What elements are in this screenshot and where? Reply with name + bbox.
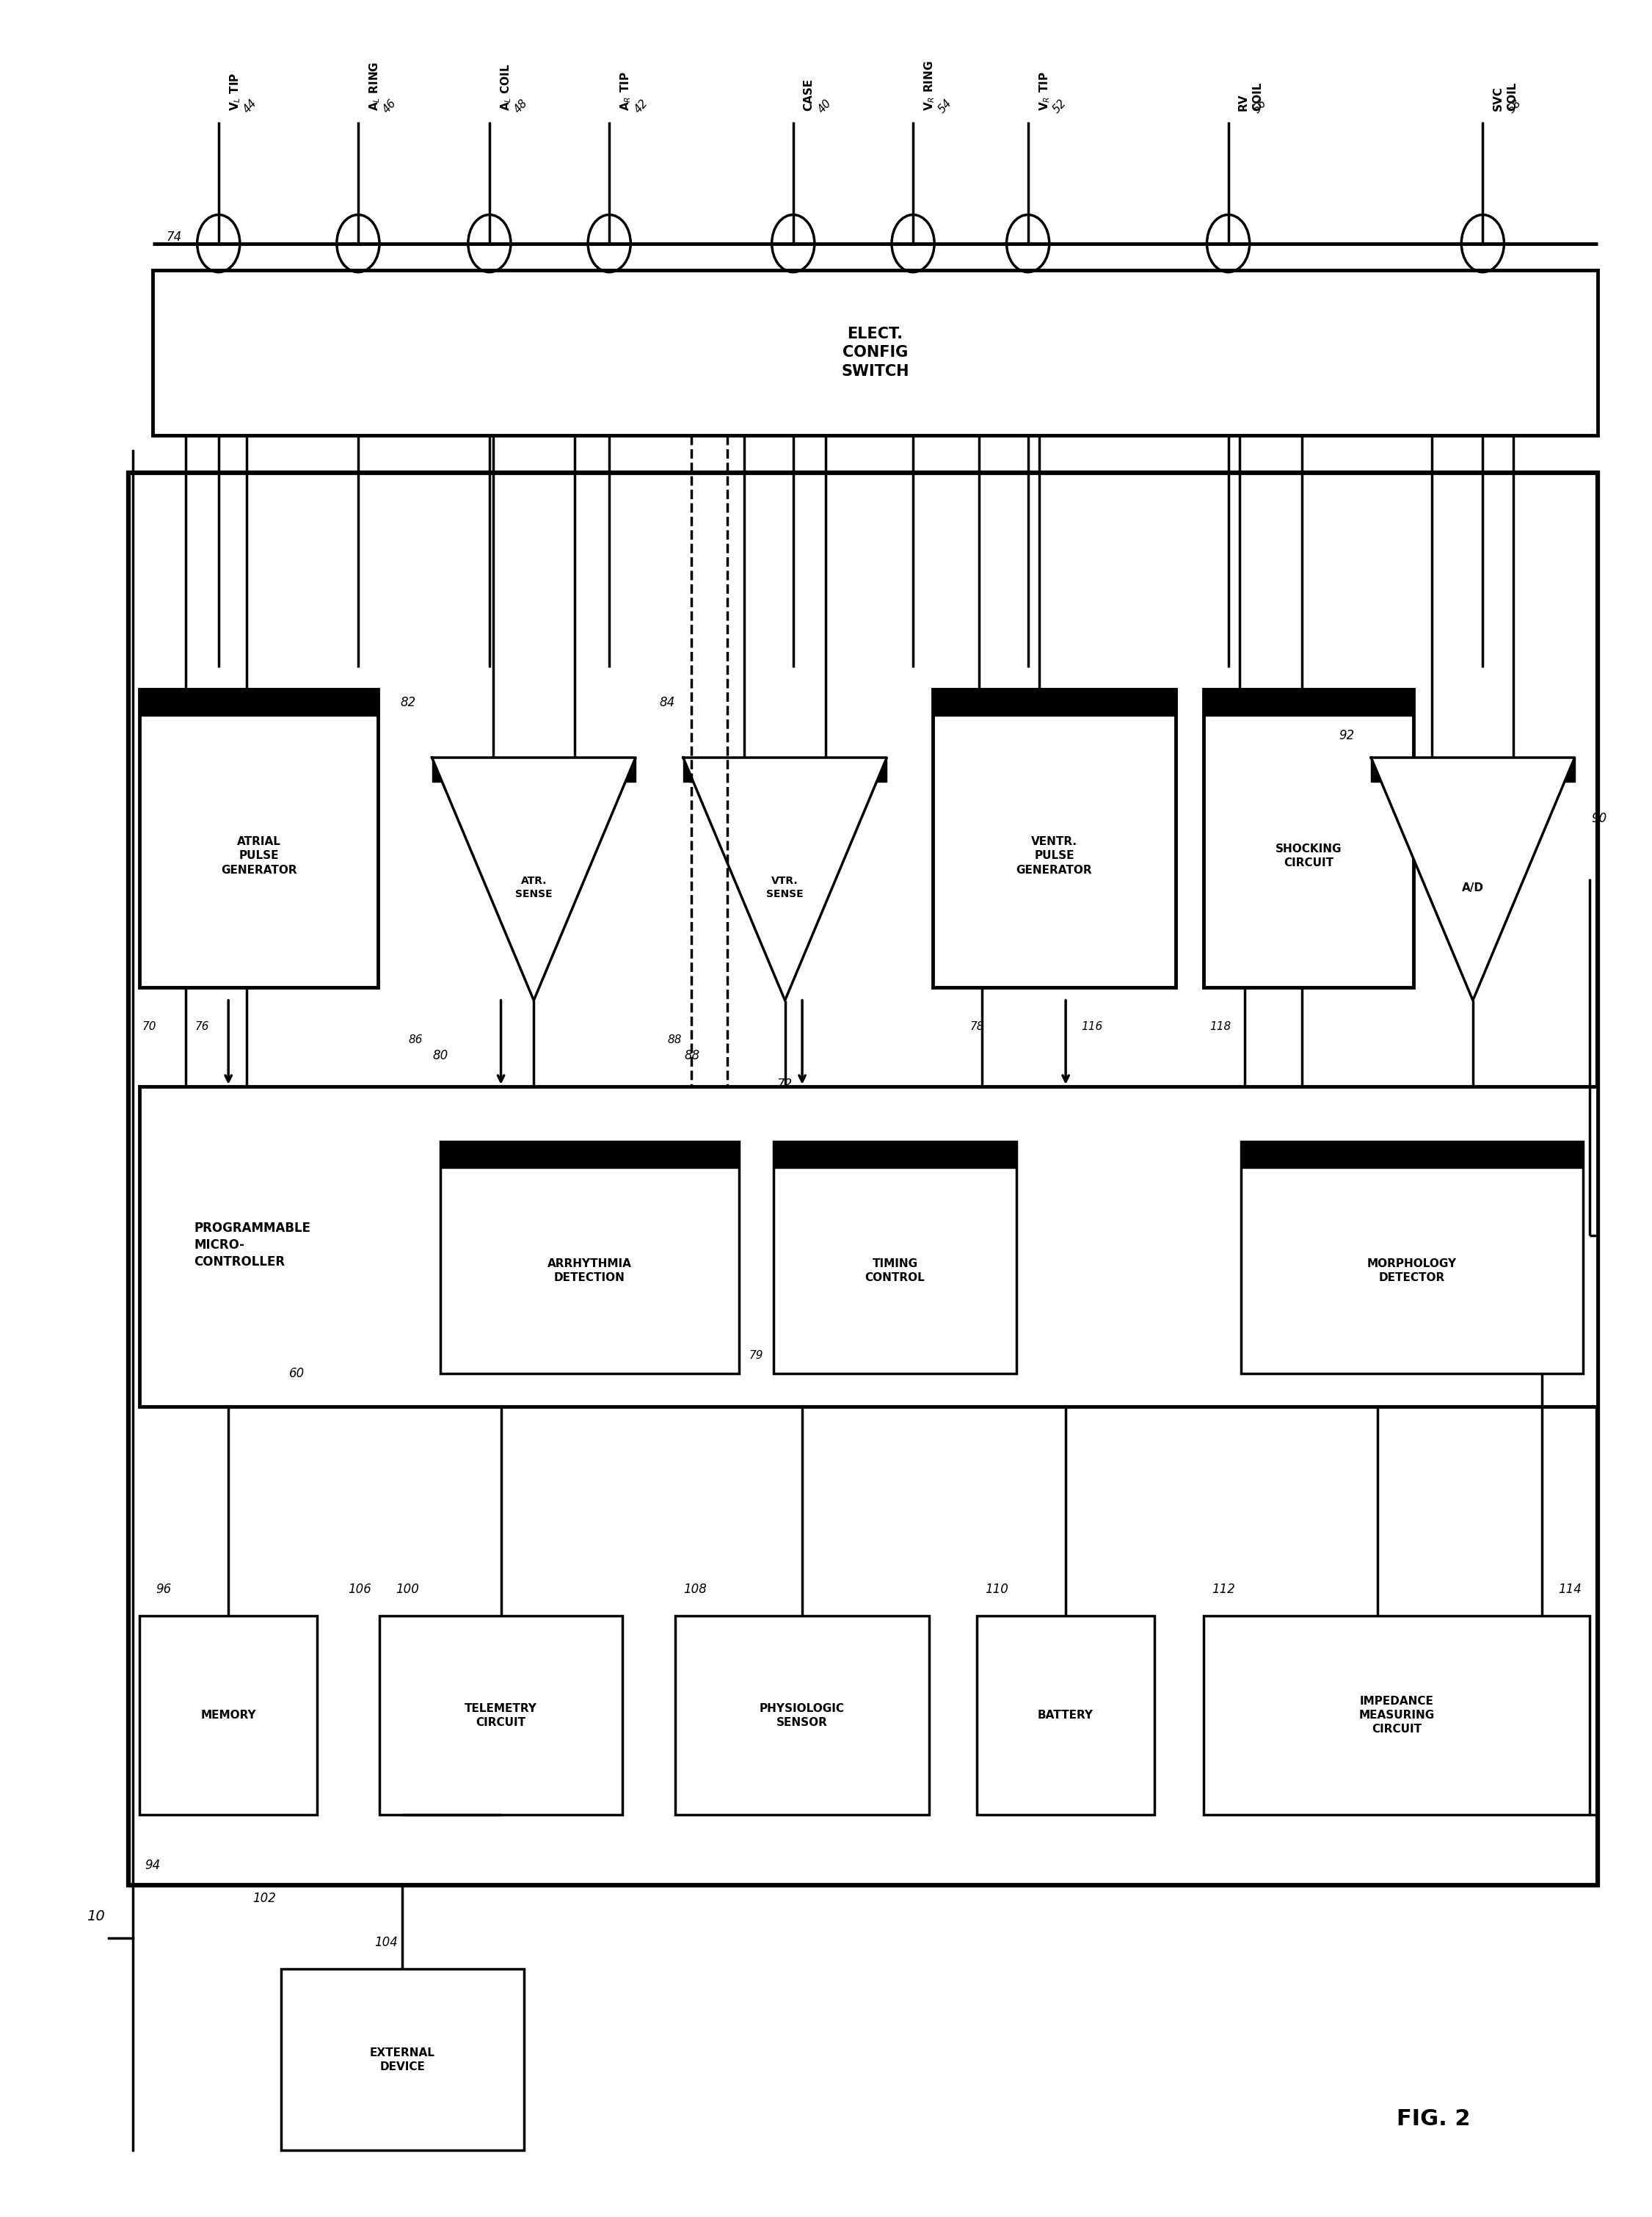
Bar	[976, 1616, 1155, 1816]
Text: BATTERY: BATTERY	[1037, 1709, 1094, 1720]
Text: 80: 80	[433, 1049, 448, 1062]
Text: 10: 10	[86, 1909, 104, 1922]
Text: 94: 94	[145, 1858, 160, 1871]
Bar	[773, 1142, 1016, 1372]
Text: A$_L$ RING: A$_L$ RING	[368, 62, 382, 111]
Text: 86: 86	[408, 1035, 423, 1046]
Text: 54: 54	[937, 98, 953, 115]
Bar	[140, 1616, 317, 1816]
Bar	[439, 1142, 738, 1372]
Text: IMPEDANCE
MEASURING
CIRCUIT: IMPEDANCE MEASURING CIRCUIT	[1358, 1696, 1434, 1736]
Text: SHOCKING
CIRCUIT: SHOCKING CIRCUIT	[1275, 842, 1341, 869]
Bar	[933, 689, 1176, 987]
Bar	[154, 270, 1597, 435]
Text: 114: 114	[1558, 1583, 1581, 1596]
Text: 74: 74	[165, 231, 182, 244]
Text: 84: 84	[659, 696, 676, 709]
Text: 46: 46	[382, 98, 398, 115]
Bar	[773, 1142, 1016, 1168]
Text: 106: 106	[349, 1583, 372, 1596]
Text: 104: 104	[375, 1935, 398, 1949]
Bar	[1204, 1616, 1589, 1816]
Text: 90: 90	[1591, 811, 1607, 825]
Text: V$_L$ TIP: V$_L$ TIP	[228, 73, 243, 111]
Text: V$_R$ TIP: V$_R$ TIP	[1037, 71, 1052, 111]
Text: 110: 110	[985, 1583, 1009, 1596]
Text: A/D: A/D	[1462, 882, 1483, 893]
Text: ELECT.
CONFIG
SWITCH: ELECT. CONFIG SWITCH	[841, 326, 909, 379]
Text: 88: 88	[684, 1049, 699, 1062]
Text: FIG. 2: FIG. 2	[1396, 2108, 1470, 2131]
Text: PROGRAMMABLE
MICRO-
CONTROLLER: PROGRAMMABLE MICRO- CONTROLLER	[193, 1222, 311, 1268]
Bar	[1204, 689, 1414, 987]
Text: SVC
COIL: SVC COIL	[1492, 82, 1518, 111]
Text: V$_R$ RING: V$_R$ RING	[923, 60, 937, 111]
Text: 102: 102	[253, 1891, 276, 1904]
Polygon shape	[431, 758, 636, 1000]
Text: 44: 44	[241, 98, 259, 115]
Bar	[140, 1086, 1597, 1406]
Bar	[140, 689, 378, 987]
Bar	[140, 689, 378, 716]
Text: PHYSIOLOGIC
SENSOR: PHYSIOLOGIC SENSOR	[760, 1703, 844, 1727]
Text: 96: 96	[157, 1583, 172, 1596]
Bar	[439, 1142, 738, 1168]
Text: TIMING
CONTROL: TIMING CONTROL	[866, 1257, 925, 1284]
Text: 116: 116	[1082, 1022, 1102, 1033]
Text: MEMORY: MEMORY	[200, 1709, 256, 1720]
Polygon shape	[684, 758, 887, 1000]
Text: 76: 76	[195, 1022, 210, 1033]
Bar	[676, 1616, 930, 1816]
Text: CASE: CASE	[803, 78, 814, 111]
Text: 40: 40	[816, 98, 834, 115]
Text: 58: 58	[1505, 98, 1523, 115]
Text: VENTR.
PULSE
GENERATOR: VENTR. PULSE GENERATOR	[1016, 836, 1092, 876]
Bar	[129, 472, 1597, 1884]
Text: 112: 112	[1213, 1583, 1236, 1596]
Text: A$_L$ COIL: A$_L$ COIL	[499, 64, 514, 111]
Text: VTR.
SENSE: VTR. SENSE	[767, 876, 803, 900]
Text: EXTERNAL
DEVICE: EXTERNAL DEVICE	[370, 2046, 434, 2073]
Bar	[281, 1969, 524, 2150]
Text: A$_R$ TIP: A$_R$ TIP	[620, 71, 633, 111]
Text: ATRIAL
PULSE
GENERATOR: ATRIAL PULSE GENERATOR	[221, 836, 297, 876]
Bar	[431, 758, 636, 783]
Bar	[1241, 1142, 1583, 1372]
Bar	[933, 689, 1176, 716]
Text: 72: 72	[776, 1077, 793, 1091]
Text: 100: 100	[396, 1583, 420, 1596]
Text: ARRHYTHMIA
DETECTION: ARRHYTHMIA DETECTION	[547, 1257, 631, 1284]
Text: 42: 42	[633, 98, 649, 115]
Bar	[1371, 758, 1574, 783]
Text: RV
COIL: RV COIL	[1237, 82, 1264, 111]
Text: 56: 56	[1251, 98, 1269, 115]
Text: 78: 78	[970, 1022, 985, 1033]
Bar	[380, 1616, 623, 1816]
Text: 108: 108	[684, 1583, 707, 1596]
Text: 52: 52	[1051, 98, 1069, 115]
Polygon shape	[1371, 758, 1574, 1000]
Text: 82: 82	[400, 696, 416, 709]
Text: 88: 88	[667, 1035, 682, 1046]
Text: 60: 60	[289, 1366, 304, 1379]
Text: TELEMETRY
CIRCUIT: TELEMETRY CIRCUIT	[464, 1703, 537, 1727]
Text: 79: 79	[748, 1350, 763, 1361]
Text: ATR.
SENSE: ATR. SENSE	[515, 876, 552, 900]
Text: 92: 92	[1340, 729, 1355, 743]
Text: 118: 118	[1209, 1022, 1231, 1033]
Bar	[1204, 689, 1414, 716]
Text: MORPHOLOGY
DETECTOR: MORPHOLOGY DETECTOR	[1368, 1257, 1457, 1284]
Bar	[684, 758, 887, 783]
Text: 70: 70	[142, 1022, 157, 1033]
Text: 48: 48	[512, 98, 530, 115]
Bar	[1241, 1142, 1583, 1168]
